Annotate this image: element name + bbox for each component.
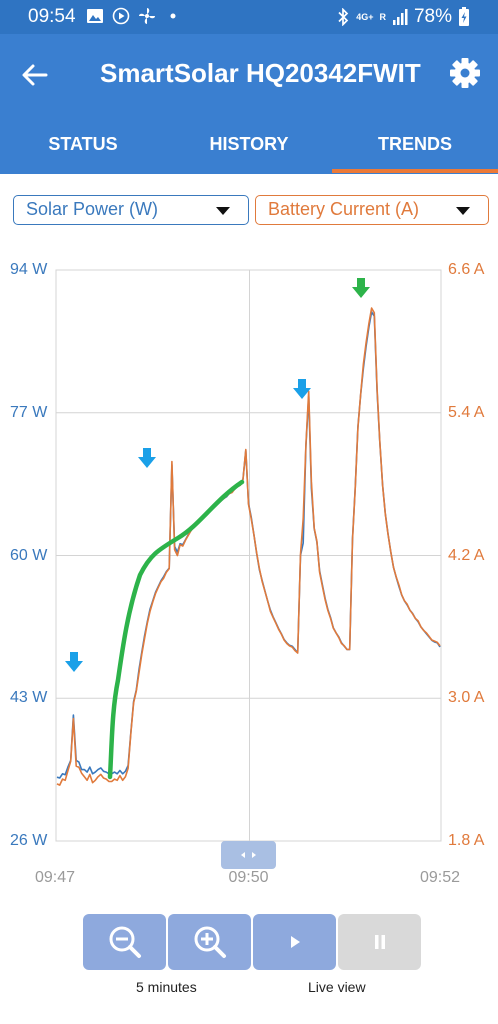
tab-bar: STATUS HISTORY TRENDS [0,114,498,174]
y-left-tick-label: 43 W [10,689,48,707]
battery-percent: 78% [413,6,452,27]
zoom-in-icon [194,926,226,958]
tab-status[interactable]: STATUS [48,133,118,154]
y-left-tick-label: 77 W [10,403,48,421]
trend-chart[interactable]: 94 W 6.6 A 77 W 5.4 A 60 W 4.2 A 43 W 3.0 A 26 W… [0,250,498,900]
y-left-tick-label: 26 W [10,832,48,849]
x-tick-label: 09:47 [35,869,76,886]
arrow-shaft [298,379,306,389]
zoom-in-button[interactable] [168,914,251,970]
series-line-battery-current [56,307,441,786]
chart-controls [83,914,421,970]
gallery-icon [87,9,103,23]
pan-handle[interactable] [221,841,276,869]
play-button[interactable] [253,914,336,970]
dot-icon [170,13,176,19]
arrow-shaft [143,448,151,458]
pan-handle-bg [221,841,276,869]
play-circle-icon [112,7,130,25]
right-series-select[interactable]: Battery Current (A) [255,195,489,225]
y-right-tick-label: 3.0 A [448,689,485,707]
down-arrow-icon [65,652,83,672]
down-arrow-icon [138,448,156,468]
y-left-tick-label: 60 W [10,546,48,564]
arrow-head [293,388,311,399]
live-view-label: Live view [308,979,366,995]
caret-down-icon [456,207,470,215]
arrow-head [65,661,83,672]
x-tick-label: 09:50 [228,869,269,886]
pause-icon [374,935,385,949]
network-badge: 4G+ [356,11,374,22]
page-title: SmartSolar HQ20342FWIT [100,58,421,88]
down-arrow-icon [352,278,370,298]
trend-chart-svg [55,269,442,869]
status-bar: 09:54 4G+ R 78% [0,0,498,34]
arrow-shaft [70,652,78,662]
chevron-right-icon [252,852,256,858]
caret-down-icon [216,207,230,215]
zoom-level-label: 5 minutes [136,979,197,995]
y-right-tick-label: 1.8 A [448,832,485,849]
bluetooth-icon [338,8,349,26]
y-left-tick-label: 94 W [10,261,48,278]
chevron-left-icon [241,852,245,858]
x-tick-label: 09:52 [420,869,461,886]
y-right-tick-label: 4.2 A [448,546,485,564]
tab-history[interactable]: HISTORY [209,133,289,154]
roaming-badge: R [379,11,386,22]
y-right-tick-label: 6.6 A [448,261,485,278]
app-bar: SmartSolar HQ20342FWIT [0,34,498,114]
highlight-curve [107,479,245,780]
y-right-tick-label: 5.4 A [448,403,485,421]
zoom-out-button[interactable] [83,914,166,970]
left-series-select[interactable]: Solar Power (W) [13,195,249,225]
arrow-head [138,457,156,468]
battery-charging-icon [459,7,469,26]
zoom-out-icon [109,926,141,958]
tab-trends[interactable]: TRENDS [377,133,452,154]
signal-icon [392,9,408,25]
fan-icon [139,8,155,24]
play-icon [290,936,300,948]
arrow-head [352,287,370,298]
clock: 09:54 [28,6,76,27]
pause-button[interactable] [338,914,421,970]
down-arrow-icon [293,379,311,399]
arrow-shaft [357,278,365,288]
gear-icon[interactable] [448,56,482,90]
back-arrow-icon[interactable] [18,58,52,92]
active-tab-indicator [332,169,498,173]
